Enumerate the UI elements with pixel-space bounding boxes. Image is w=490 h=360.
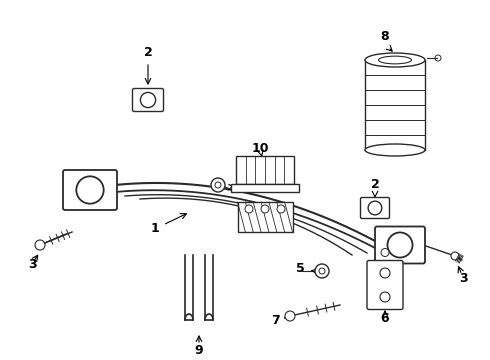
Circle shape	[261, 205, 269, 213]
Text: 10: 10	[251, 141, 269, 154]
Text: 1: 1	[150, 221, 159, 234]
Circle shape	[76, 176, 104, 204]
Circle shape	[315, 264, 329, 278]
Bar	[238, 202, 293, 232]
Circle shape	[277, 205, 285, 213]
Circle shape	[368, 201, 382, 215]
Text: 3: 3	[28, 258, 36, 271]
Circle shape	[245, 205, 253, 213]
FancyBboxPatch shape	[361, 198, 390, 219]
FancyBboxPatch shape	[63, 170, 117, 210]
Circle shape	[141, 93, 156, 108]
Bar	[231, 184, 299, 192]
Text: 6: 6	[381, 311, 390, 324]
FancyBboxPatch shape	[367, 261, 403, 310]
Circle shape	[381, 248, 389, 256]
Ellipse shape	[365, 144, 425, 156]
Text: 5: 5	[295, 261, 304, 274]
Circle shape	[380, 268, 390, 278]
FancyBboxPatch shape	[375, 226, 425, 264]
Circle shape	[285, 311, 295, 321]
Ellipse shape	[378, 56, 412, 64]
Circle shape	[435, 55, 441, 61]
Circle shape	[319, 268, 325, 274]
Text: 2: 2	[144, 45, 152, 58]
Text: 3: 3	[459, 271, 467, 284]
Circle shape	[211, 178, 225, 192]
Text: 8: 8	[381, 31, 390, 44]
Text: 7: 7	[270, 314, 279, 327]
Circle shape	[388, 233, 413, 257]
Circle shape	[215, 182, 221, 188]
Bar	[236, 156, 294, 184]
Circle shape	[380, 292, 390, 302]
Text: 9: 9	[195, 343, 203, 356]
Circle shape	[451, 252, 459, 260]
FancyBboxPatch shape	[132, 89, 164, 112]
Text: 2: 2	[370, 179, 379, 192]
Text: 4: 4	[236, 181, 245, 194]
Circle shape	[35, 240, 45, 250]
Ellipse shape	[365, 53, 425, 67]
